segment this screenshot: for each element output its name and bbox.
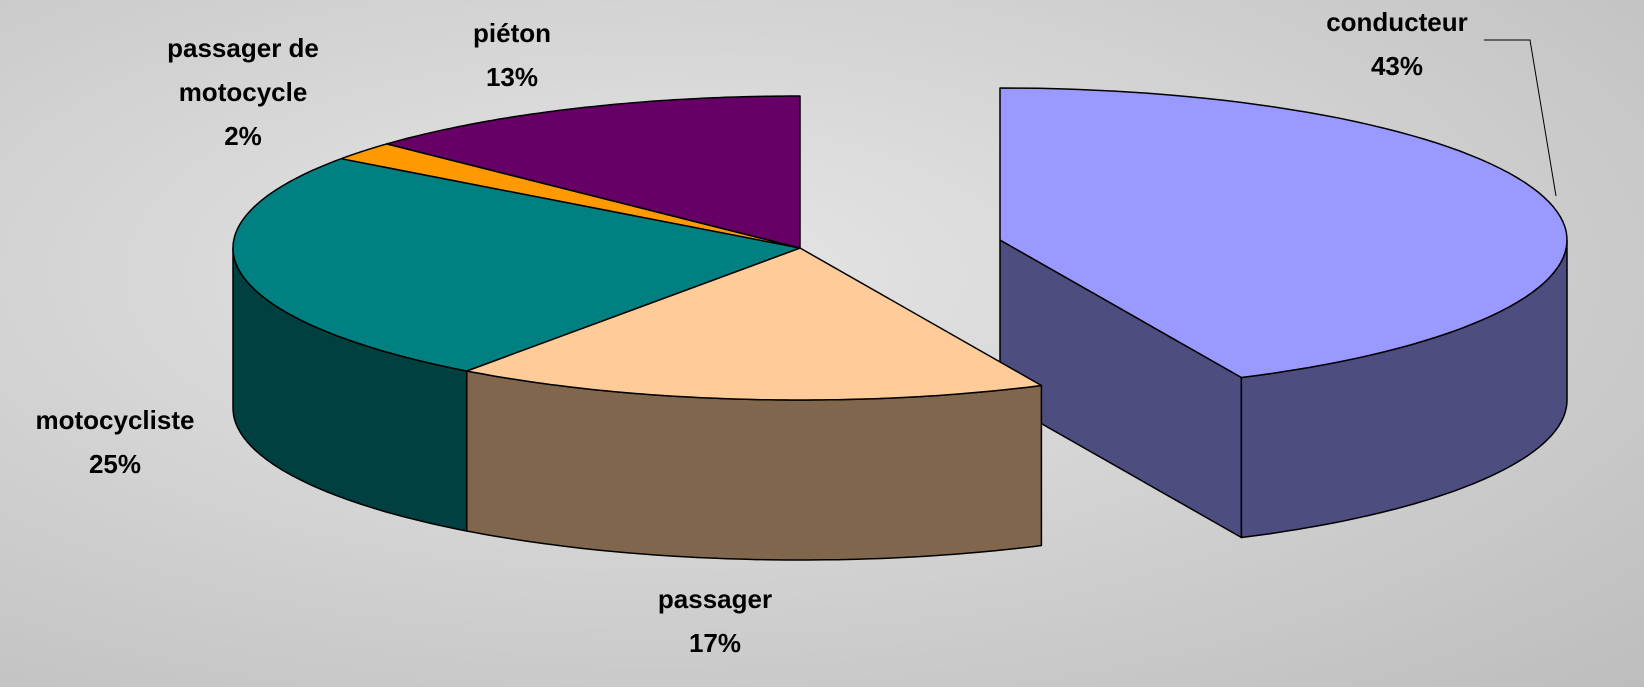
slice <box>999 87 1568 379</box>
slice-label: motocycliste 25% <box>0 398 245 486</box>
value-label: 2% <box>224 121 262 151</box>
leader-line <box>1484 39 1557 197</box>
slice-label: passager 17% <box>565 577 865 665</box>
value-label: 25% <box>88 449 142 479</box>
slice <box>232 157 801 372</box>
value-label: 13% <box>485 62 539 92</box>
slice <box>340 143 801 249</box>
slice-label: piéton 13% <box>412 11 612 99</box>
slice <box>465 247 1043 401</box>
value-label: 17% <box>688 628 742 658</box>
category-label: passager <box>657 584 773 614</box>
slice-label: conducteur 43% <box>1297 0 1497 88</box>
category-label: conducteur <box>1326 7 1468 37</box>
category-label: passager de motocycle <box>167 33 319 107</box>
category-label: motocycliste <box>35 405 195 435</box>
category-label: piéton <box>473 18 551 48</box>
slice-label: passager de motocycle 2% <box>128 26 358 158</box>
value-label: 43% <box>1370 51 1424 81</box>
slice <box>385 95 801 249</box>
